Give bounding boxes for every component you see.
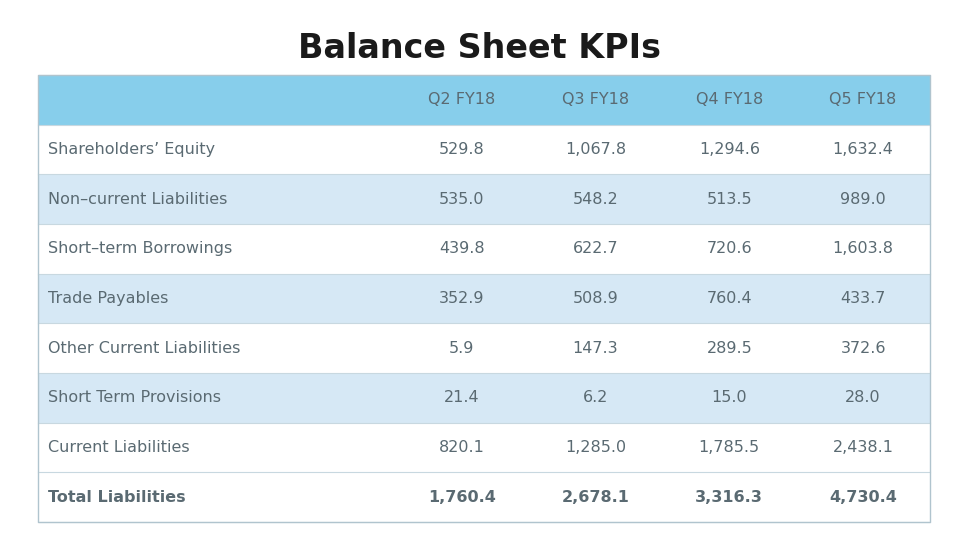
Text: 3,316.3: 3,316.3	[695, 490, 763, 505]
Bar	[38, 174, 930, 224]
Text: Non–current Liabilities: Non–current Liabilities	[48, 192, 228, 207]
Text: 5.9: 5.9	[449, 341, 474, 356]
Text: Short Term Provisions: Short Term Provisions	[48, 390, 221, 406]
Text: 289.5: 289.5	[707, 341, 753, 356]
Bar	[38, 125, 930, 174]
Text: 535.0: 535.0	[439, 192, 485, 207]
Text: 548.2: 548.2	[572, 192, 618, 207]
Text: 439.8: 439.8	[439, 241, 485, 256]
Text: 1,632.4: 1,632.4	[832, 142, 894, 157]
Text: Q5 FY18: Q5 FY18	[829, 92, 897, 107]
Text: Shareholders’ Equity: Shareholders’ Equity	[48, 142, 215, 157]
Text: 1,285.0: 1,285.0	[564, 440, 626, 455]
Text: Short–term Borrowings: Short–term Borrowings	[48, 241, 232, 256]
Text: 21.4: 21.4	[444, 390, 479, 406]
Text: 2,438.1: 2,438.1	[832, 440, 894, 455]
Bar	[38, 75, 930, 125]
Text: 760.4: 760.4	[707, 291, 752, 306]
Text: 508.9: 508.9	[572, 291, 618, 306]
Text: 529.8: 529.8	[439, 142, 485, 157]
Text: 433.7: 433.7	[840, 291, 886, 306]
Text: Q4 FY18: Q4 FY18	[696, 92, 763, 107]
Text: 4,730.4: 4,730.4	[829, 490, 897, 505]
Text: Q2 FY18: Q2 FY18	[428, 92, 495, 107]
Text: 1,760.4: 1,760.4	[428, 490, 495, 505]
Text: 513.5: 513.5	[707, 192, 752, 207]
Text: 147.3: 147.3	[573, 341, 618, 356]
Bar	[38, 224, 930, 274]
Text: 820.1: 820.1	[439, 440, 485, 455]
Text: 352.9: 352.9	[439, 291, 485, 306]
Text: 622.7: 622.7	[573, 241, 618, 256]
Text: 372.6: 372.6	[840, 341, 886, 356]
Text: 2,678.1: 2,678.1	[562, 490, 630, 505]
Text: Balance Sheet KPIs: Balance Sheet KPIs	[299, 32, 661, 65]
Text: 1,067.8: 1,067.8	[564, 142, 626, 157]
Text: Current Liabilities: Current Liabilities	[48, 440, 190, 455]
Text: 1,294.6: 1,294.6	[699, 142, 759, 157]
Bar	[38, 323, 930, 373]
Bar	[38, 274, 930, 323]
Text: 28.0: 28.0	[846, 390, 881, 406]
Text: Total Liabilities: Total Liabilities	[48, 490, 185, 505]
Bar	[38, 472, 930, 522]
Text: 989.0: 989.0	[840, 192, 886, 207]
Text: 6.2: 6.2	[583, 390, 609, 406]
Text: Q3 FY18: Q3 FY18	[562, 92, 629, 107]
Text: 1,785.5: 1,785.5	[699, 440, 760, 455]
Text: 720.6: 720.6	[707, 241, 752, 256]
Text: 1,603.8: 1,603.8	[832, 241, 894, 256]
Text: Trade Payables: Trade Payables	[48, 291, 168, 306]
Bar	[38, 423, 930, 472]
Text: 15.0: 15.0	[711, 390, 747, 406]
Text: Other Current Liabilities: Other Current Liabilities	[48, 341, 240, 356]
Bar	[38, 373, 930, 423]
